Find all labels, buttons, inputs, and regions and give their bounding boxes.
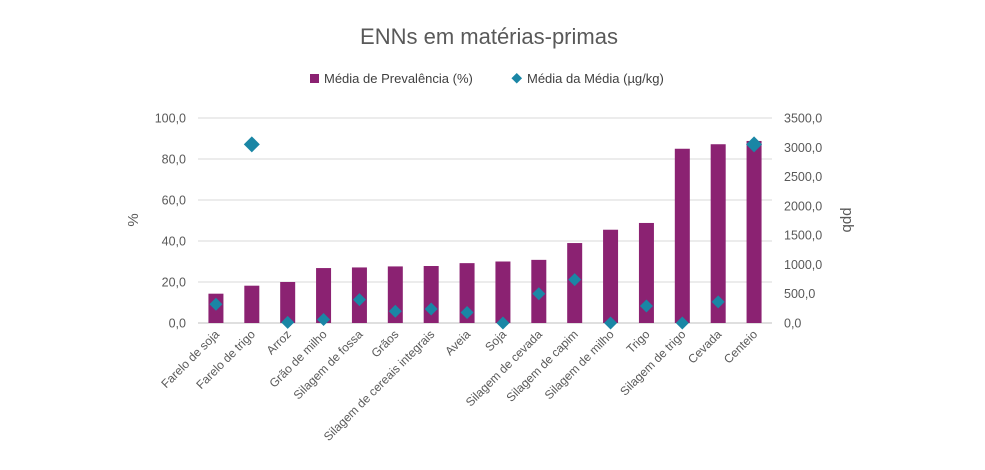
- y-axis-right-title: ppb: [839, 207, 856, 232]
- y-tick-right: 0,0: [784, 317, 801, 331]
- data-point: [711, 295, 725, 309]
- x-tick-label: Aveia: [442, 327, 473, 358]
- y-tick-right: 2500,0: [784, 170, 822, 184]
- data-point: [746, 136, 763, 153]
- legend-label-media: Média da Média (µg/kg): [527, 71, 664, 86]
- y-axis-left-title: %: [125, 213, 142, 226]
- data-point: [675, 316, 689, 330]
- x-tick-label: Arroz: [264, 327, 294, 357]
- bar-series: [208, 140, 762, 323]
- marker-series: [209, 136, 763, 330]
- y-tick-right: 500,0: [784, 287, 815, 301]
- x-tick-label: Centeio: [721, 327, 760, 366]
- data-point: [496, 316, 510, 330]
- x-tick-label: Grãos: [368, 327, 401, 360]
- data-point: [424, 302, 438, 316]
- y-tick-right: 3500,0: [784, 112, 822, 126]
- y-tick-right: 2000,0: [784, 199, 822, 213]
- y-tick-left: 80,0: [162, 153, 186, 167]
- y-tick-right: 1000,0: [784, 258, 822, 272]
- bar: [280, 282, 296, 323]
- chart-title: ENNs em matérias-primas: [360, 24, 618, 49]
- legend-swatch-media: [511, 72, 523, 84]
- bar: [316, 268, 332, 323]
- bar: [710, 144, 726, 323]
- bar: [459, 263, 475, 323]
- x-tick-label: Trigo: [624, 327, 653, 356]
- y-tick-left: 0,0: [169, 317, 186, 331]
- legend-label-prevalencia: Média de Prevalência (%): [324, 71, 473, 86]
- y-tick-left: 100,0: [155, 112, 186, 126]
- data-point: [460, 305, 474, 319]
- x-tick-label: Soja: [482, 327, 509, 354]
- y-tick-right: 1500,0: [784, 229, 822, 243]
- y-tick-left: 60,0: [162, 194, 186, 208]
- data-point: [243, 136, 260, 153]
- bar: [495, 261, 511, 323]
- x-tick-label: Silagem de trigo: [617, 327, 688, 398]
- data-point: [317, 312, 331, 326]
- bar: [746, 140, 762, 323]
- y-axis-right: 0,0 500,0 1000,0 1500,0 2000,0 2500,0 3000,0 35…: [784, 112, 822, 331]
- data-point: [568, 273, 582, 287]
- data-point: [352, 293, 366, 307]
- data-point: [604, 316, 618, 330]
- y-tick-left: 20,0: [162, 276, 186, 290]
- data-point: [209, 297, 223, 311]
- bar: [244, 285, 260, 323]
- bar: [603, 229, 619, 323]
- y-axis-left: 0,0 20,0 40,0 60,0 80,0 100,0: [155, 112, 186, 331]
- x-tick-label: Cevada: [685, 327, 724, 366]
- bar: [674, 148, 690, 323]
- data-point: [281, 315, 295, 329]
- y-tick-left: 40,0: [162, 235, 186, 249]
- data-point: [532, 287, 546, 301]
- data-point: [388, 304, 402, 318]
- data-point: [639, 299, 653, 313]
- bar: [638, 222, 654, 323]
- legend: Média de Prevalência (%) Média da Média …: [310, 71, 664, 86]
- legend-swatch-prevalencia: [310, 74, 319, 83]
- y-tick-right: 3000,0: [784, 141, 822, 155]
